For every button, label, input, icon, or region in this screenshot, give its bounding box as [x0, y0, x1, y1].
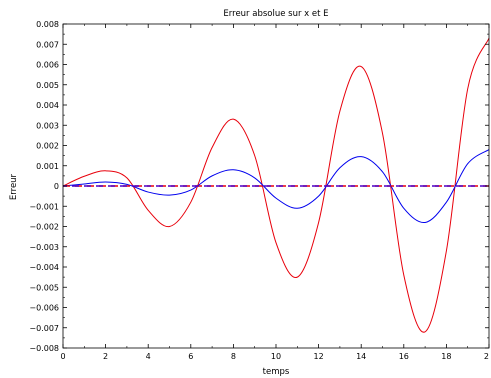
x-tick-label: 16 [399, 352, 409, 361]
y-tick-label: −0.004 [29, 263, 59, 272]
x-tick-label: 12 [314, 352, 324, 361]
x-axis-label: temps [263, 367, 290, 377]
series-line [62, 37, 490, 333]
y-tick-label: 0.007 [36, 40, 59, 49]
x-tick-label: 4 [146, 352, 151, 361]
y-tick-label: −0.002 [29, 223, 59, 232]
y-tick-label: −0.005 [29, 283, 59, 292]
y-axis-label: Erreur [9, 173, 19, 200]
y-tick-label: −0.007 [29, 324, 59, 333]
axes: −0.008 −0.007 −0.006 −0.005 −0.004 −0.003 −0.0… [29, 20, 490, 361]
x-tick-label: 0 [60, 352, 65, 361]
y-tick-label: −0.006 [29, 304, 59, 313]
chart-title: Erreur absolue sur x et E [223, 9, 328, 19]
y-tick-label: 0.008 [36, 20, 59, 29]
y-tick-label: 0.002 [36, 142, 59, 151]
y-tick-label: 0.006 [36, 61, 59, 70]
y-tick-label: 0.005 [36, 81, 59, 90]
x-tick-label: 14 [356, 352, 366, 361]
y-tick-label: −0.008 [29, 344, 59, 353]
y-tick-label: 0.004 [36, 101, 59, 110]
x-tick-label: 2 [484, 352, 489, 361]
plot-area [62, 37, 490, 333]
y-tick-label: 0.003 [36, 121, 59, 130]
x-tick-label: 6 [188, 352, 193, 361]
y-tick-label: 0.001 [36, 162, 59, 171]
x-tick-label: 10 [271, 352, 281, 361]
y-tick-label: −0.003 [29, 243, 59, 252]
x-tick-label: 18 [441, 352, 451, 361]
x-tick-label: 2 [103, 352, 108, 361]
x-tick-label: 8 [231, 352, 236, 361]
y-tick-label: −0.001 [29, 202, 59, 211]
y-tick-label: 0 [54, 182, 59, 191]
